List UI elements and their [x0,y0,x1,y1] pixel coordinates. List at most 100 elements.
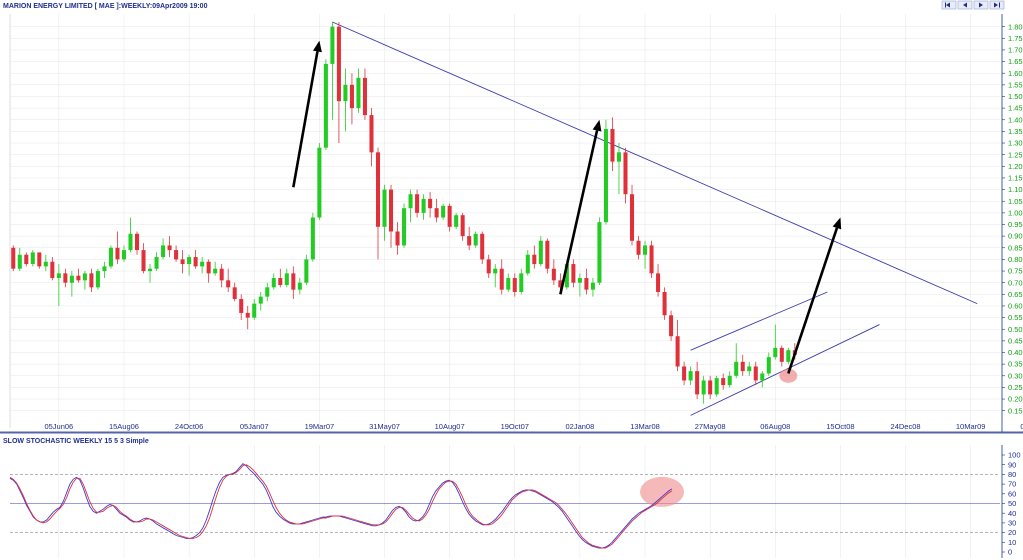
candle-body [330,26,335,64]
arrow-shaft [787,227,839,374]
price-tick-label: 0.85 [1008,243,1023,252]
price-tick-label: 1.20 [1008,162,1023,171]
candle-body [82,273,87,281]
candle-body [232,287,237,299]
stochastic-tick-label: 30 [1008,519,1016,528]
candle-body [532,254,537,265]
candle-body [734,361,739,376]
highlight-circle [779,368,798,383]
candle-body [245,312,250,318]
candle-body [24,254,29,265]
arrow-head [832,217,842,230]
candle-body [695,371,700,395]
candle-body [336,26,341,102]
candle-body [265,287,270,297]
candle-body [629,194,635,241]
first-icon[interactable] [941,0,957,10]
candle-body [558,280,563,288]
candle-body [43,261,48,267]
price-tick-label: 0.70 [1008,278,1023,287]
price-tick-label: 0.15 [1008,406,1023,415]
candle-body [473,233,478,246]
date-tick-label: 15Aug06 [109,422,139,431]
candle-body [193,257,198,267]
price-tick-label: 0.35 [1008,360,1023,369]
prev-icon[interactable] [957,0,973,10]
candle-body [610,129,615,162]
candle-body [493,268,498,274]
annotation-arrows [292,40,842,374]
chart-title: MARION ENERGY LIMITED [ MAE ]:WEEKLY:09A… [3,3,208,10]
date-tick-label: 27May08 [695,422,726,431]
date-tick-label: 10Mar09 [956,422,986,431]
candle-body [636,240,641,255]
candle-body [134,233,140,251]
candle-body [115,247,120,260]
price-tick-label: 0.65 [1008,290,1023,299]
stochastic-tick-label: 0 [1008,548,1012,557]
candle-body [369,115,374,153]
price-tick-label: 0.80 [1008,255,1023,264]
price-tick-label: 0.45 [1008,336,1023,345]
candle-body [584,278,589,290]
candle-body [30,252,35,265]
candle-body [362,77,367,116]
nav-controls [941,0,1005,10]
candle-body [571,264,576,283]
candle-body [656,273,661,292]
candle-body [708,380,713,395]
candle-body [375,152,381,227]
arrow-shaft [292,51,319,188]
price-tick-label: 0.50 [1008,325,1023,334]
price-tick-label: 0.95 [1008,220,1023,229]
date-tick-label: 06Aug08 [760,422,790,431]
candle-body [395,231,400,246]
candle-body [538,240,543,265]
candle-body [17,254,22,269]
price-tick-label: 1.70 [1008,46,1023,55]
candle-body [323,63,328,148]
candle-body [389,189,394,232]
candle-body [682,366,687,381]
price-tick-label: 1.15 [1008,174,1023,183]
candle-body [219,268,224,281]
candle-body [56,273,61,279]
candle-body [740,361,745,372]
last-icon[interactable] [989,0,1005,10]
price-axis: 0.15 0.20 0.25 0.30 0.35 0.40 0.45 0.50 0.55 0.60… [1001,14,1023,432]
candle-body [447,205,452,227]
stochastic-tick-label: 90 [1008,460,1016,469]
candle-body [721,378,726,386]
candle-body [356,77,361,109]
candle-body [128,233,133,251]
candle-body [304,259,309,283]
candle-body [760,373,765,381]
stochastic-tick-label: 80 [1008,470,1016,479]
price-tick-label: 0.60 [1008,302,1023,311]
candle-body [701,380,706,395]
date-tick-label: 10Aug07 [435,422,465,431]
date-tick-label: 19Mar07 [305,422,335,431]
price-tick-label: 0.25 [1008,383,1023,392]
candle-body [239,298,244,313]
arrow-head [592,119,602,132]
price-tick-label: 1.05 [1008,197,1023,206]
trendlines [332,21,978,416]
stochastic-tick-label: 20 [1008,528,1016,537]
next-icon[interactable] [973,0,989,10]
candle-body [37,252,42,267]
price-tick-label: 1.30 [1008,139,1023,148]
trendline [332,21,978,305]
candle-body [317,147,322,218]
price-tick-label: 1.45 [1008,104,1023,113]
candle-body [486,259,491,274]
candle-body [206,261,211,274]
stochastic-d-line [9,464,673,549]
candle-body [349,84,354,109]
candle-body [148,268,153,272]
price-tick-label: 0.75 [1008,267,1023,276]
price-tick-label: 1.80 [1008,22,1023,31]
candle-body [402,208,407,246]
